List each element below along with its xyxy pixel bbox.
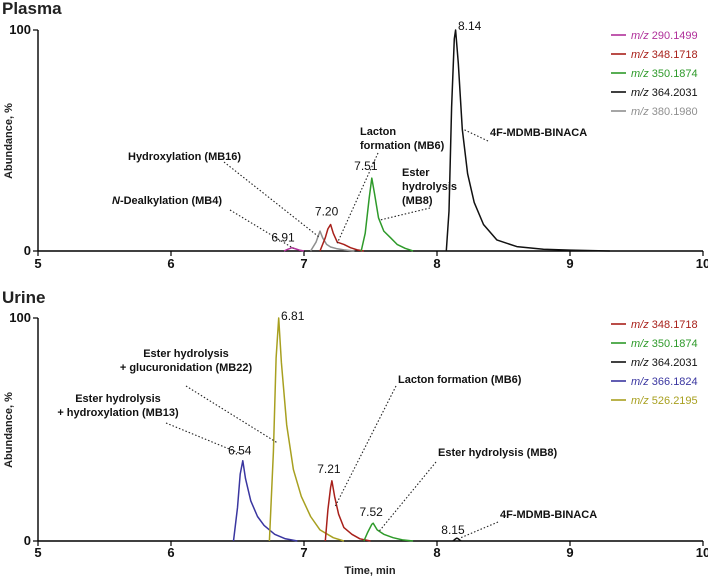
- plasma-panel-title: Plasma: [2, 0, 62, 18]
- legend-entry: m/z 526.2195: [631, 395, 698, 407]
- x-tick-label: 7: [300, 256, 307, 271]
- peak-label: 8.15: [441, 523, 465, 537]
- trace-m366: [232, 459, 298, 542]
- annotation-label: 4F-MDMB-BINACA: [500, 509, 597, 521]
- x-tick-label: 9: [566, 256, 573, 271]
- legend-entry: m/z 380.1980: [631, 106, 698, 118]
- x-tick-label: 7: [300, 545, 307, 560]
- legend-entry: m/z 350.1874: [631, 338, 698, 350]
- annotation-label: 4F-MDMB-BINACA: [490, 127, 587, 139]
- peak-label: 7.51: [354, 159, 378, 173]
- annotation-label: Ester hydrolysis + hydroxylation (MB13): [57, 393, 179, 419]
- annotation-leader: [185, 385, 278, 444]
- plasma-y-axis-title: Abundance, %: [3, 103, 15, 179]
- peak-label: 7.21: [317, 462, 341, 476]
- x-tick-label: 5: [34, 545, 41, 560]
- annotation-leader: [334, 385, 397, 508]
- x-tick-label: 5: [34, 256, 41, 271]
- trace-m526: [268, 317, 345, 542]
- peak-label: 7.52: [359, 505, 383, 519]
- annotation-label: N-Dealkylation (MB4): [112, 195, 222, 207]
- y-tick-label: 100: [9, 310, 31, 325]
- trace-m290: [283, 246, 305, 252]
- legend-entry: m/z 348.1718: [631, 319, 698, 331]
- trace-m350: [360, 177, 414, 252]
- legend-entry: m/z 364.2031: [631, 357, 698, 369]
- annotation-label: Ester hydrolysis (MB8): [438, 447, 558, 459]
- trace-m348: [319, 223, 365, 252]
- annotation-label: Ester hydrolysis (MB8): [402, 167, 457, 207]
- x-tick-label: 10: [696, 256, 708, 271]
- trace-m380: [309, 230, 355, 252]
- urine-panel-title: Urine: [2, 288, 45, 307]
- annotation-leader: [460, 521, 499, 539]
- annotation-label: Lacton formation (MB6): [360, 126, 445, 152]
- trace-m364: [445, 29, 610, 252]
- legend-entry: m/z 290.1499: [631, 30, 698, 42]
- peak-label: 6.54: [228, 444, 252, 458]
- y-tick-label: 0: [24, 533, 31, 548]
- x-axis-title: Time, min: [344, 565, 395, 577]
- urine-y-axis-title: Abundance, %: [3, 392, 15, 468]
- y-tick-label: 0: [24, 243, 31, 258]
- plasma-panel: 5 6 7 8 9 1001006.917.207.518.14N-Dealkylatio…: [9, 19, 708, 271]
- annotation-leader: [336, 152, 379, 244]
- annotation-leader: [463, 128, 489, 142]
- annotation-leader: [223, 161, 321, 239]
- annotation-label: Lacton formation (MB6): [398, 374, 522, 386]
- annotation-leader: [379, 207, 431, 221]
- x-tick-label: 8: [433, 545, 440, 560]
- legend-entry: m/z 364.2031: [631, 87, 698, 99]
- peak-label: 6.91: [271, 231, 295, 245]
- x-tick-label: 10: [696, 545, 708, 560]
- legend-entry: m/z 348.1718: [631, 49, 698, 61]
- x-tick-label: 9: [566, 545, 573, 560]
- y-tick-label: 100: [9, 22, 31, 37]
- annotation-label: Ester hydrolysis + glucuronidation (MB22): [120, 348, 253, 374]
- legend-entry: m/z 366.1824: [631, 376, 698, 388]
- trace-m348: [324, 480, 371, 542]
- annotation-leader: [378, 461, 437, 533]
- trace-m350: [363, 522, 414, 542]
- peak-label: 8.14: [458, 19, 482, 33]
- x-tick-label: 6: [167, 256, 174, 271]
- annotation-label: Hydroxylation (MB16): [128, 151, 241, 163]
- legend-entry: m/z 350.1874: [631, 68, 698, 80]
- peak-label: 6.81: [281, 309, 305, 323]
- x-tick-label: 8: [433, 256, 440, 271]
- x-tick-label: 6: [167, 545, 174, 560]
- trace-m364: [452, 537, 462, 542]
- peak-label: 7.20: [315, 204, 339, 218]
